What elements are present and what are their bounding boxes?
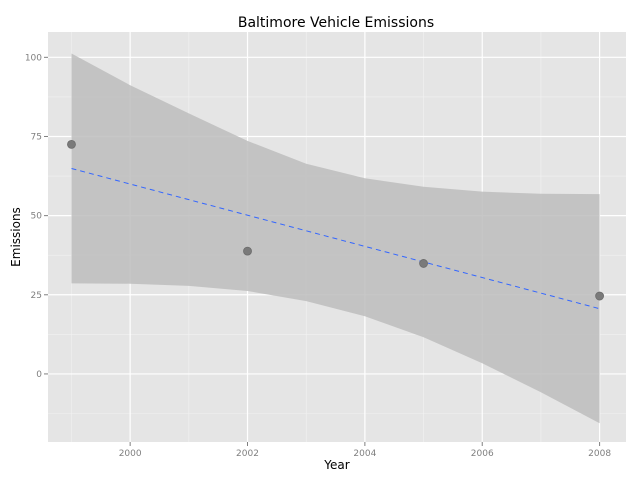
- trend-line-layer: [71, 167, 600, 310]
- y-tick-label: 50: [31, 212, 43, 222]
- y-tick-label: 75: [31, 132, 42, 142]
- y-tick-label: 25: [31, 291, 42, 301]
- x-tick-label: 2004: [353, 449, 376, 459]
- y-tick-label: 100: [25, 53, 42, 63]
- x-tick-label: 2002: [236, 449, 259, 459]
- data-points: [67, 139, 604, 301]
- y-axis-ticks: 0 25 50 75 100: [25, 53, 48, 380]
- x-tick-label: 2000: [119, 449, 142, 459]
- data-point: [595, 291, 604, 301]
- data-point: [67, 139, 76, 149]
- trend-line: [71, 167, 600, 310]
- y-axis-title: Emissions: [9, 207, 23, 267]
- x-axis-ticks: 2000 2002 2004 2006 2008: [119, 442, 611, 459]
- data-point: [419, 259, 428, 268]
- x-axis-title: Year: [323, 458, 349, 472]
- x-tick-label: 2008: [588, 449, 611, 459]
- data-point: [243, 246, 252, 256]
- chart-title: Baltimore Vehicle Emissions: [238, 15, 434, 31]
- x-tick-label: 2006: [471, 449, 494, 459]
- y-tick-label: 0: [36, 370, 42, 380]
